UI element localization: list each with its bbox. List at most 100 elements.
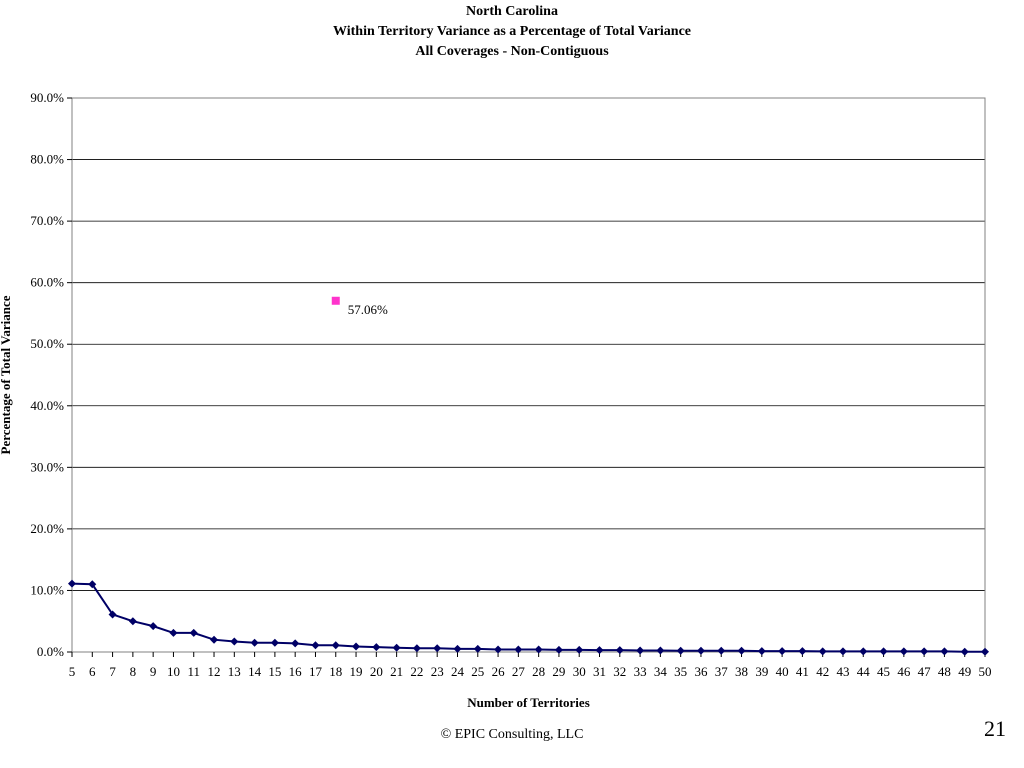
data-point xyxy=(412,644,421,653)
y-axis-title: Percentage of Total Variance xyxy=(0,295,13,454)
x-tick-label: 18 xyxy=(329,664,342,679)
y-axis-ticks: 0.0% 10.0% 20.0% 30.0% 40.0% 50.0% 60.0% 70.0% 8… xyxy=(30,90,72,659)
highlight-group: 57.06% xyxy=(331,296,388,317)
y-tick-label: 60.0% xyxy=(30,275,64,290)
data-point xyxy=(189,628,198,637)
y-tick-label: 0.0% xyxy=(37,644,64,659)
x-tick-label: 20 xyxy=(370,664,383,679)
x-tick-label: 48 xyxy=(938,664,951,679)
data-point xyxy=(514,645,523,654)
chart-title-line-1: North Carolina xyxy=(466,4,558,19)
series-group xyxy=(68,579,989,656)
x-tick-label: 9 xyxy=(150,664,157,679)
x-tick-label: 15 xyxy=(268,664,281,679)
x-axis-ticks: 5 6 7 8 9 10 11 12 13 14 15 16 17 18 19 20 21 22 23 24 25 26 2… xyxy=(69,652,992,679)
data-point xyxy=(392,643,401,652)
data-point xyxy=(960,647,969,656)
x-tick-label: 21 xyxy=(390,664,403,679)
x-tick-label: 49 xyxy=(958,664,971,679)
data-point xyxy=(778,647,787,656)
data-point xyxy=(981,647,989,656)
x-tick-label: 32 xyxy=(613,664,626,679)
data-point xyxy=(920,647,929,656)
x-tick-label: 22 xyxy=(410,664,423,679)
copyright-footer: © EPIC Consulting, LLC xyxy=(440,727,584,742)
x-tick-label: 7 xyxy=(109,664,116,679)
data-point xyxy=(250,638,259,647)
data-point xyxy=(433,644,442,653)
data-point xyxy=(291,639,300,648)
x-tick-label: 37 xyxy=(715,664,729,679)
data-point xyxy=(656,646,665,655)
data-point xyxy=(473,644,482,653)
data-point xyxy=(230,637,239,646)
x-tick-label: 45 xyxy=(877,664,890,679)
y-tick-label: 50.0% xyxy=(30,336,64,351)
data-point xyxy=(575,645,584,654)
data-point xyxy=(737,646,746,655)
x-tick-label: 8 xyxy=(130,664,137,679)
x-tick-label: 14 xyxy=(248,664,262,679)
data-point xyxy=(149,622,158,631)
data-point xyxy=(68,579,76,588)
x-tick-label: 25 xyxy=(471,664,484,679)
data-point xyxy=(818,647,827,656)
y-tick-label: 10.0% xyxy=(30,582,64,597)
x-tick-label: 11 xyxy=(187,664,200,679)
x-tick-label: 13 xyxy=(228,664,241,679)
x-tick-label: 43 xyxy=(836,664,849,679)
x-tick-label: 5 xyxy=(69,664,76,679)
x-tick-label: 39 xyxy=(755,664,768,679)
data-point xyxy=(554,645,563,654)
x-axis-title: Number of Territories xyxy=(467,695,590,710)
x-tick-label: 30 xyxy=(573,664,586,679)
data-point xyxy=(331,641,340,650)
x-tick-label: 38 xyxy=(735,664,748,679)
x-tick-label: 42 xyxy=(816,664,829,679)
data-point xyxy=(352,642,361,651)
x-tick-label: 19 xyxy=(350,664,363,679)
x-tick-label: 24 xyxy=(451,664,465,679)
data-point xyxy=(270,638,279,647)
chart-title-line-3: All Coverages - Non-Contiguous xyxy=(415,44,609,59)
series-line xyxy=(71,582,985,653)
x-tick-label: 28 xyxy=(532,664,545,679)
x-tick-label: 40 xyxy=(776,664,789,679)
data-point xyxy=(899,647,908,656)
y-tick-label: 20.0% xyxy=(30,521,64,536)
data-point xyxy=(210,635,219,644)
x-tick-label: 23 xyxy=(431,664,444,679)
data-point xyxy=(636,646,645,655)
data-point xyxy=(494,645,503,654)
y-tick-label: 80.0% xyxy=(30,152,64,167)
data-point xyxy=(757,647,766,656)
x-tick-label: 44 xyxy=(857,664,871,679)
chart-title: North Carolina Within Territory Variance… xyxy=(0,2,1024,62)
x-tick-label: 46 xyxy=(897,664,911,679)
y-tick-label: 40.0% xyxy=(30,398,64,413)
data-point xyxy=(534,645,543,654)
data-point xyxy=(798,647,807,656)
x-tick-label: 29 xyxy=(552,664,565,679)
data-point xyxy=(108,610,117,619)
x-tick-label: 36 xyxy=(694,664,708,679)
x-tick-label: 12 xyxy=(208,664,221,679)
data-point xyxy=(940,647,949,656)
data-point xyxy=(859,647,868,656)
y-tick-label: 70.0% xyxy=(30,213,64,228)
data-point xyxy=(128,617,137,626)
data-point xyxy=(838,647,847,656)
chart-title-line-2: Within Territory Variance as a Percentag… xyxy=(332,24,692,39)
x-tick-label: 33 xyxy=(634,664,647,679)
x-tick-label: 34 xyxy=(654,664,668,679)
data-point xyxy=(676,646,685,655)
data-point xyxy=(615,646,624,655)
x-tick-label: 16 xyxy=(289,664,303,679)
x-tick-label: 31 xyxy=(593,664,606,679)
data-point xyxy=(595,646,604,655)
plot-area xyxy=(71,97,986,653)
data-point xyxy=(88,580,97,589)
data-point xyxy=(879,647,888,656)
x-tick-label: 17 xyxy=(309,664,323,679)
